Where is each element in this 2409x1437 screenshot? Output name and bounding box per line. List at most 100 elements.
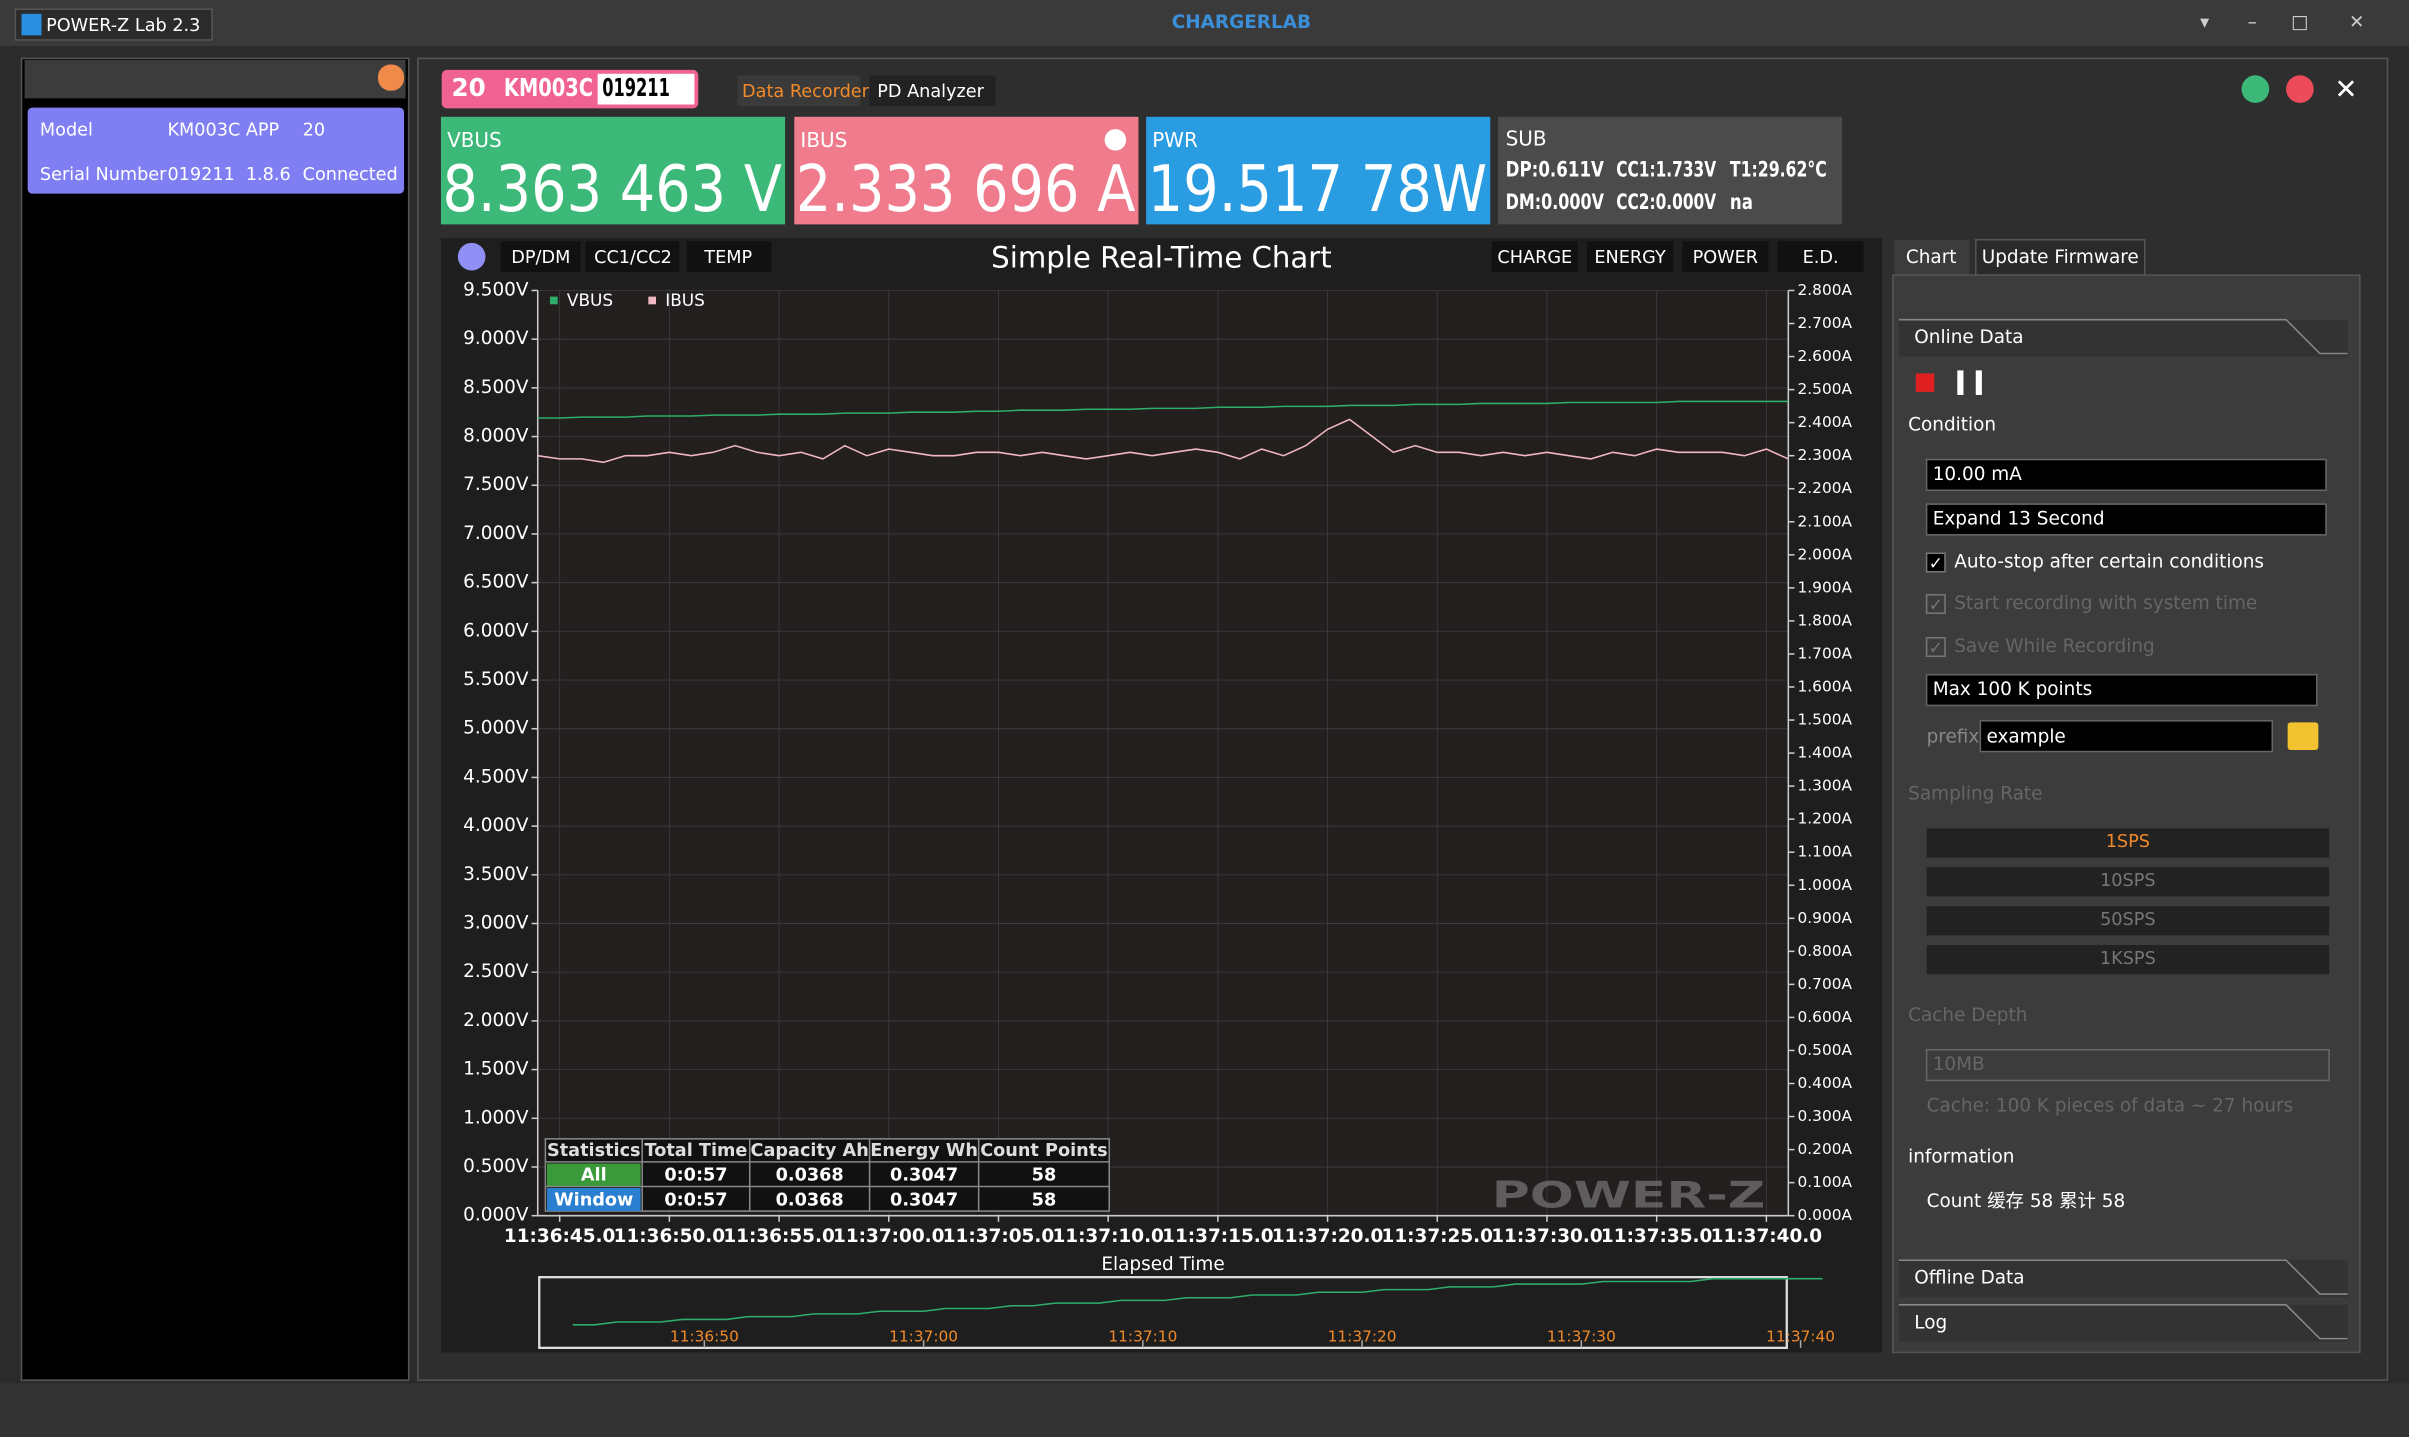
y-tick-label: 8.000V [463, 426, 529, 447]
tab-data-recorder[interactable]: Data Recorder [742, 82, 870, 102]
y-tick-label: 5.500V [463, 669, 529, 690]
stats-header: Capacity Ah [751, 1141, 869, 1161]
x-tick-label: 11:37:35.0 [1601, 1226, 1712, 1247]
expand-input[interactable] [1925, 503, 2327, 536]
chart-tab-label[interactable]: DP/DM [511, 248, 570, 268]
tab-box[interactable] [737, 75, 861, 107]
rate-button[interactable] [1926, 828, 2330, 858]
count-text: Count 缓存 58 累计 58 [1927, 1191, 2126, 1212]
folder-button[interactable] [2287, 722, 2319, 751]
icon-red[interactable] [2286, 75, 2314, 103]
device-card[interactable] [27, 107, 405, 194]
stop-button[interactable] [1915, 373, 1935, 392]
ibus-toggle[interactable] [1104, 129, 1127, 151]
stats-all-cell [546, 1163, 641, 1187]
checkbox[interactable] [1925, 594, 1946, 614]
chart-tab[interactable] [1682, 241, 1769, 273]
y-tick-label: 2.500V [463, 961, 529, 982]
device-list-icon[interactable] [377, 64, 405, 91]
chart-tab-label[interactable]: TEMP [703, 248, 752, 268]
chart-tab[interactable] [1491, 241, 1578, 273]
y2-tick-label: 2.600A [1798, 347, 1853, 365]
reading-label: PWR [1152, 128, 1198, 152]
chart-tab-label[interactable]: POWER [1693, 248, 1758, 268]
window-control[interactable]: ▾ [2200, 12, 2210, 33]
tab-box[interactable] [869, 75, 996, 107]
rate-button[interactable] [1926, 867, 2330, 897]
current-input-text[interactable]: 10.00 mA [1933, 464, 2023, 485]
checkbox[interactable] [1925, 637, 1946, 658]
y-tick-label: 4.000V [463, 815, 529, 836]
device-app: 20 [303, 121, 325, 141]
reading-label: IBUS [800, 128, 847, 152]
chart-tab[interactable] [500, 241, 581, 273]
rate-button[interactable] [1926, 945, 2330, 975]
pause-bar[interactable] [1975, 370, 1982, 395]
overview-line [572, 1277, 1823, 1326]
stats-header: Energy Wh [870, 1141, 978, 1161]
rate-label[interactable]: 10SPS [2100, 871, 2156, 891]
chart-tab-label[interactable]: CHARGE [1497, 248, 1572, 268]
prefix-input[interactable] [1979, 720, 2274, 753]
prefix-input-text[interactable]: example [1987, 727, 2066, 748]
panel-tab[interactable]: Chart [1906, 247, 1957, 268]
rate-button[interactable] [1926, 906, 2330, 936]
cache-input-text[interactable]: 10MB [1933, 1054, 1985, 1075]
rate-label[interactable]: 50SPS [2100, 910, 2156, 930]
max-points-input[interactable] [1925, 673, 2318, 707]
log-header-label[interactable]: Log [1914, 1312, 1947, 1333]
pause-bar[interactable] [1957, 370, 1964, 395]
y-tick-label: 1.500V [463, 1059, 529, 1080]
stats-cell: 0:0:57 [664, 1166, 727, 1186]
chart-tab-label[interactable]: CC1/CC2 [594, 248, 672, 268]
rate-label[interactable]: 1KSPS [2100, 949, 2156, 969]
x-tick-label: 11:37:20.0 [1272, 1226, 1383, 1247]
chart-tab-label[interactable]: E.D. [1803, 248, 1839, 268]
reading-card [1146, 116, 1491, 225]
stats-cell: 0.3047 [890, 1190, 958, 1210]
y-tick-label: 9.000V [463, 328, 529, 349]
overview-tick-label: 11:36:50 [670, 1328, 739, 1346]
checkbox[interactable] [1925, 552, 1946, 573]
overview-tick-label: 11:37:40 [1766, 1328, 1835, 1346]
y-tick-label: 9.500V [463, 279, 529, 300]
chart-tab-label[interactable]: ENERGY [1594, 248, 1666, 268]
tab-pd-analyzer[interactable]: PD Analyzer [877, 82, 984, 102]
window-control[interactable]: □ [2291, 12, 2308, 33]
chart-icon[interactable] [457, 242, 486, 271]
panel-tab[interactable] [1974, 238, 2146, 276]
checkbox-label[interactable]: Auto-stop after certain conditions [1954, 552, 2264, 573]
chart-tab[interactable] [1587, 241, 1674, 273]
checkbox-label[interactable]: Save While Recording [1954, 636, 2154, 657]
cache-input[interactable] [1925, 1048, 2330, 1082]
sub-reading: CC2:0.000V [1616, 190, 1716, 215]
device-tag-serial: 019211 [602, 73, 670, 102]
chart-tab[interactable] [1777, 241, 1864, 273]
window-control[interactable]: – [2248, 12, 2257, 33]
panel-tab-active[interactable] [1894, 239, 1970, 276]
stats-cell: 58 [1032, 1166, 1057, 1186]
offline-data-header-label[interactable]: Offline Data [1914, 1268, 2024, 1289]
close-button[interactable]: ✕ [2334, 73, 2357, 106]
panel-tab[interactable]: Update Firmware [1982, 247, 2139, 268]
prefix-label: prefix [1927, 727, 1980, 748]
icon-green[interactable] [2241, 75, 2270, 103]
sub-reading: T1:29.62°C [1730, 158, 1827, 183]
plot-area [537, 290, 1789, 1216]
x-tick-label: 11:36:50.0 [614, 1226, 725, 1247]
chart-tab[interactable] [686, 241, 772, 273]
y-tick-label: 5.000V [463, 718, 529, 739]
window-control[interactable]: ✕ [2349, 12, 2364, 33]
online-data-header-label[interactable]: Online Data [1914, 327, 2023, 348]
max-points-input-text[interactable]: Max 100 K points [1933, 679, 2092, 700]
app-title: POWER-Z Lab 2.3 [46, 16, 200, 36]
chart-tab[interactable] [585, 241, 680, 273]
expand-input-text[interactable]: Expand 13 Second [1933, 508, 2105, 529]
x-tick-label: 11:37:40.0 [1711, 1226, 1822, 1247]
current-input[interactable] [1925, 458, 2327, 492]
y2-tick-label: 2.700A [1798, 314, 1853, 332]
online-data-header [1898, 319, 2348, 357]
checkbox-label[interactable]: Start recording with system time [1954, 593, 2257, 614]
rate-label[interactable]: 1SPS [2106, 832, 2150, 852]
stats-cell: 0.0368 [776, 1190, 844, 1210]
